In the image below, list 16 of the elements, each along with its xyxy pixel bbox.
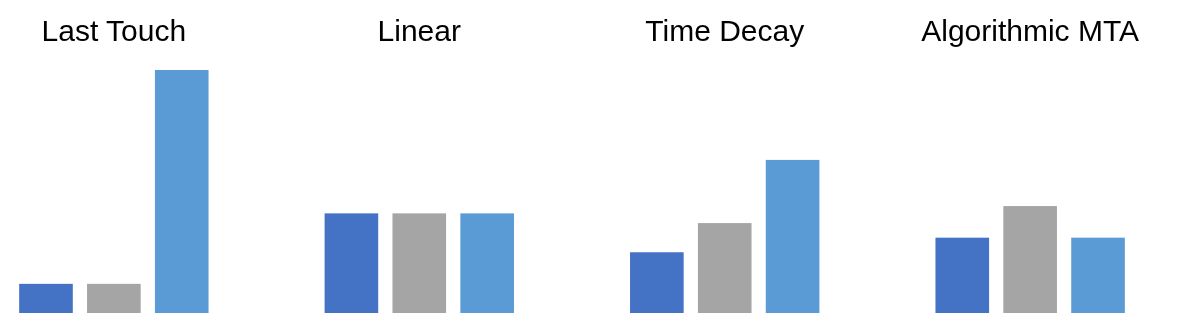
- bar: [460, 213, 514, 313]
- x-tick-label: Last Touch: [41, 14, 187, 47]
- bar: [1071, 237, 1125, 313]
- bar: [324, 213, 379, 313]
- bar: [935, 237, 990, 313]
- bar: [154, 70, 209, 313]
- bar: [392, 213, 447, 313]
- bar: [87, 283, 141, 313]
- x-tick-label: Algorithmic MTA: [921, 14, 1140, 47]
- bar: [765, 159, 820, 313]
- x-tick-label: Time Decay: [645, 14, 805, 47]
- bar: [1003, 206, 1057, 313]
- x-tick-label: Linear: [377, 14, 461, 47]
- bar: [19, 283, 73, 313]
- bar: [630, 252, 684, 313]
- bar: [697, 223, 752, 313]
